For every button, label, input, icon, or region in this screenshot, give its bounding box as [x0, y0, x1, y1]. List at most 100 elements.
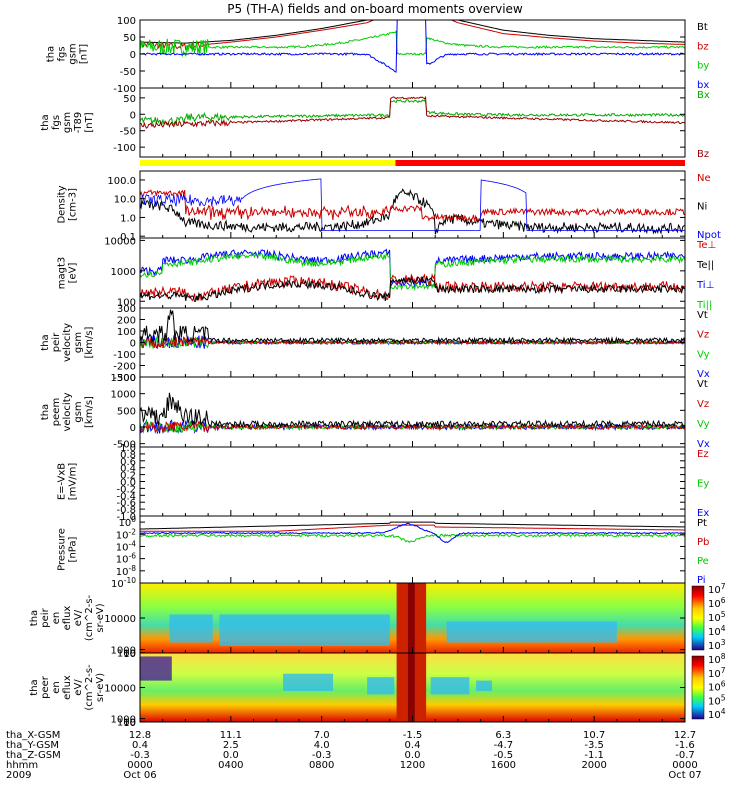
y-axis-label: gsm [62, 112, 73, 133]
y-axis-label: [nT] [84, 112, 95, 132]
y-tick-label: 100 [117, 649, 136, 660]
legend-Bt: Bt [697, 22, 708, 33]
y-tick-label: 10-4 [116, 539, 136, 553]
y-tick-label: 100.0 [107, 176, 136, 187]
y-axis-label: velocity [62, 392, 73, 431]
x-tick-value: 1200 [400, 760, 425, 771]
y-axis-label: tha [40, 114, 51, 130]
y-tick-label: -100 [113, 84, 136, 95]
legend-Npot: Npot [697, 230, 721, 241]
y-tick-label: 0.2 [120, 471, 136, 482]
y-axis-label: Pressure [57, 528, 68, 571]
series-bz [139, 19, 686, 51]
y-tick-label: 100 [117, 327, 136, 338]
legend-Vz: Vz [697, 399, 709, 410]
panel-frame [139, 237, 686, 309]
x-tick-value: 11.1 [220, 730, 242, 741]
legend-Bz: Bz [697, 149, 709, 160]
y-tick-label: 50 [123, 33, 136, 44]
legend-Bx: Bx [697, 90, 710, 101]
legend-Pi: Pi [697, 575, 706, 586]
panel-frame [139, 376, 686, 448]
y-axis-label: tha [29, 610, 40, 626]
series-by [139, 30, 686, 58]
colorbar-label: 106 [708, 680, 726, 694]
y-axis-label: tha [40, 404, 51, 420]
series-pe [139, 533, 686, 544]
y-axis-label: peer [40, 675, 51, 699]
x-tick-value: 6.3 [495, 730, 511, 741]
x-tick-value: -4.7 [494, 740, 514, 751]
legend-Te||: Te|| [696, 260, 714, 271]
x-tick-value: 0.0 [223, 750, 239, 761]
panel-temperature: 10000 1000 100 magt3 [eV] Te⊥ Te|| Ti⊥ Ti|| [57, 236, 717, 311]
x-tick-value: 0.0 [405, 750, 421, 761]
panel-efield: 1.00.80.60.40.20.0-0.2-0.4-0.6-0.8-1.0 E=… [57, 443, 710, 523]
x-tick-value: 0400 [218, 760, 243, 771]
colorbar-label: 104 [708, 624, 726, 638]
legend-Vx: Vx [697, 439, 710, 450]
y-tick-label: 300 [117, 304, 136, 315]
series-npot [139, 178, 685, 231]
spectrogram-patch [140, 656, 172, 681]
y-tick-label: -50 [120, 127, 136, 138]
series-ne [139, 189, 686, 222]
y-axis-label: eV/ [73, 679, 84, 696]
colorbar-label: 108 [708, 652, 726, 666]
series-ni [139, 188, 686, 235]
colorbar [691, 585, 705, 651]
x-row-label: tha_Y-GSM [6, 740, 59, 751]
y-tick-label: 10 [123, 649, 136, 660]
y-tick-label: 0 [130, 423, 136, 434]
y-tick-label: 0.1 [120, 232, 136, 243]
y-tick-label: -50 [120, 67, 136, 78]
colorbar-label: 106 [708, 596, 726, 610]
legend-Ez: Ez [697, 449, 709, 460]
x-axis-table: tha_X-GSMtha_Y-GSMtha_Z-GSMhhmm200912.80… [6, 730, 702, 781]
y-tick-label: 1.0 [120, 213, 136, 224]
spectrogram-patch [476, 680, 492, 691]
spectrogram-band-core [407, 653, 415, 722]
series-vt [139, 392, 686, 429]
series-bt [140, 19, 685, 44]
legend-Ey: Ey [697, 479, 709, 490]
x-tick-value: 12.7 [674, 730, 696, 741]
chart-title: P5 (TH-A) fields and on-board moments ov… [227, 2, 523, 16]
y-tick-label: 100 [117, 16, 136, 27]
x-tick-value: 0800 [309, 760, 334, 771]
y-tick-label: 0 [130, 50, 136, 61]
x-tick-value: 0.4 [132, 740, 148, 751]
x-tick-value: -1.5 [403, 730, 423, 741]
y-axis-label: E=-VxB [57, 463, 68, 500]
x-tick-value: -3.5 [584, 740, 604, 751]
y-axis-label: [nPa] [68, 536, 79, 562]
colorbar-label: 104 [708, 707, 726, 721]
y-tick-label: 0 [130, 110, 136, 121]
legend-by: by [697, 61, 709, 72]
series-ti-par [139, 251, 686, 291]
x-row-label: tha_X-GSM [6, 730, 60, 741]
legend-bx: bx [697, 80, 709, 91]
colorbar [691, 655, 705, 720]
colorbar-label: 103 [708, 638, 726, 652]
y-tick-label: 10000 [104, 236, 136, 247]
y-tick-label: -300 [113, 373, 136, 384]
y-axis-label: tha [40, 334, 51, 350]
spectrogram-patch [219, 614, 390, 646]
x-row-label: tha_Z-GSM [6, 750, 61, 761]
y-axis-label: -T89 [73, 112, 84, 134]
colorbar-label: 105 [708, 610, 726, 624]
y-tick-label: 100 [118, 515, 136, 529]
legend-Vx: Vx [697, 369, 710, 380]
y-tick-label: -0.6 [116, 498, 136, 509]
y-tick-label: 10-8 [116, 564, 136, 578]
spectrogram-patch [446, 621, 617, 643]
y-axis-label: fgs [57, 46, 68, 61]
y-tick-label: 500 [117, 406, 136, 417]
legend-Vt: Vt [697, 310, 708, 321]
colorbar-label: 105 [708, 693, 726, 707]
